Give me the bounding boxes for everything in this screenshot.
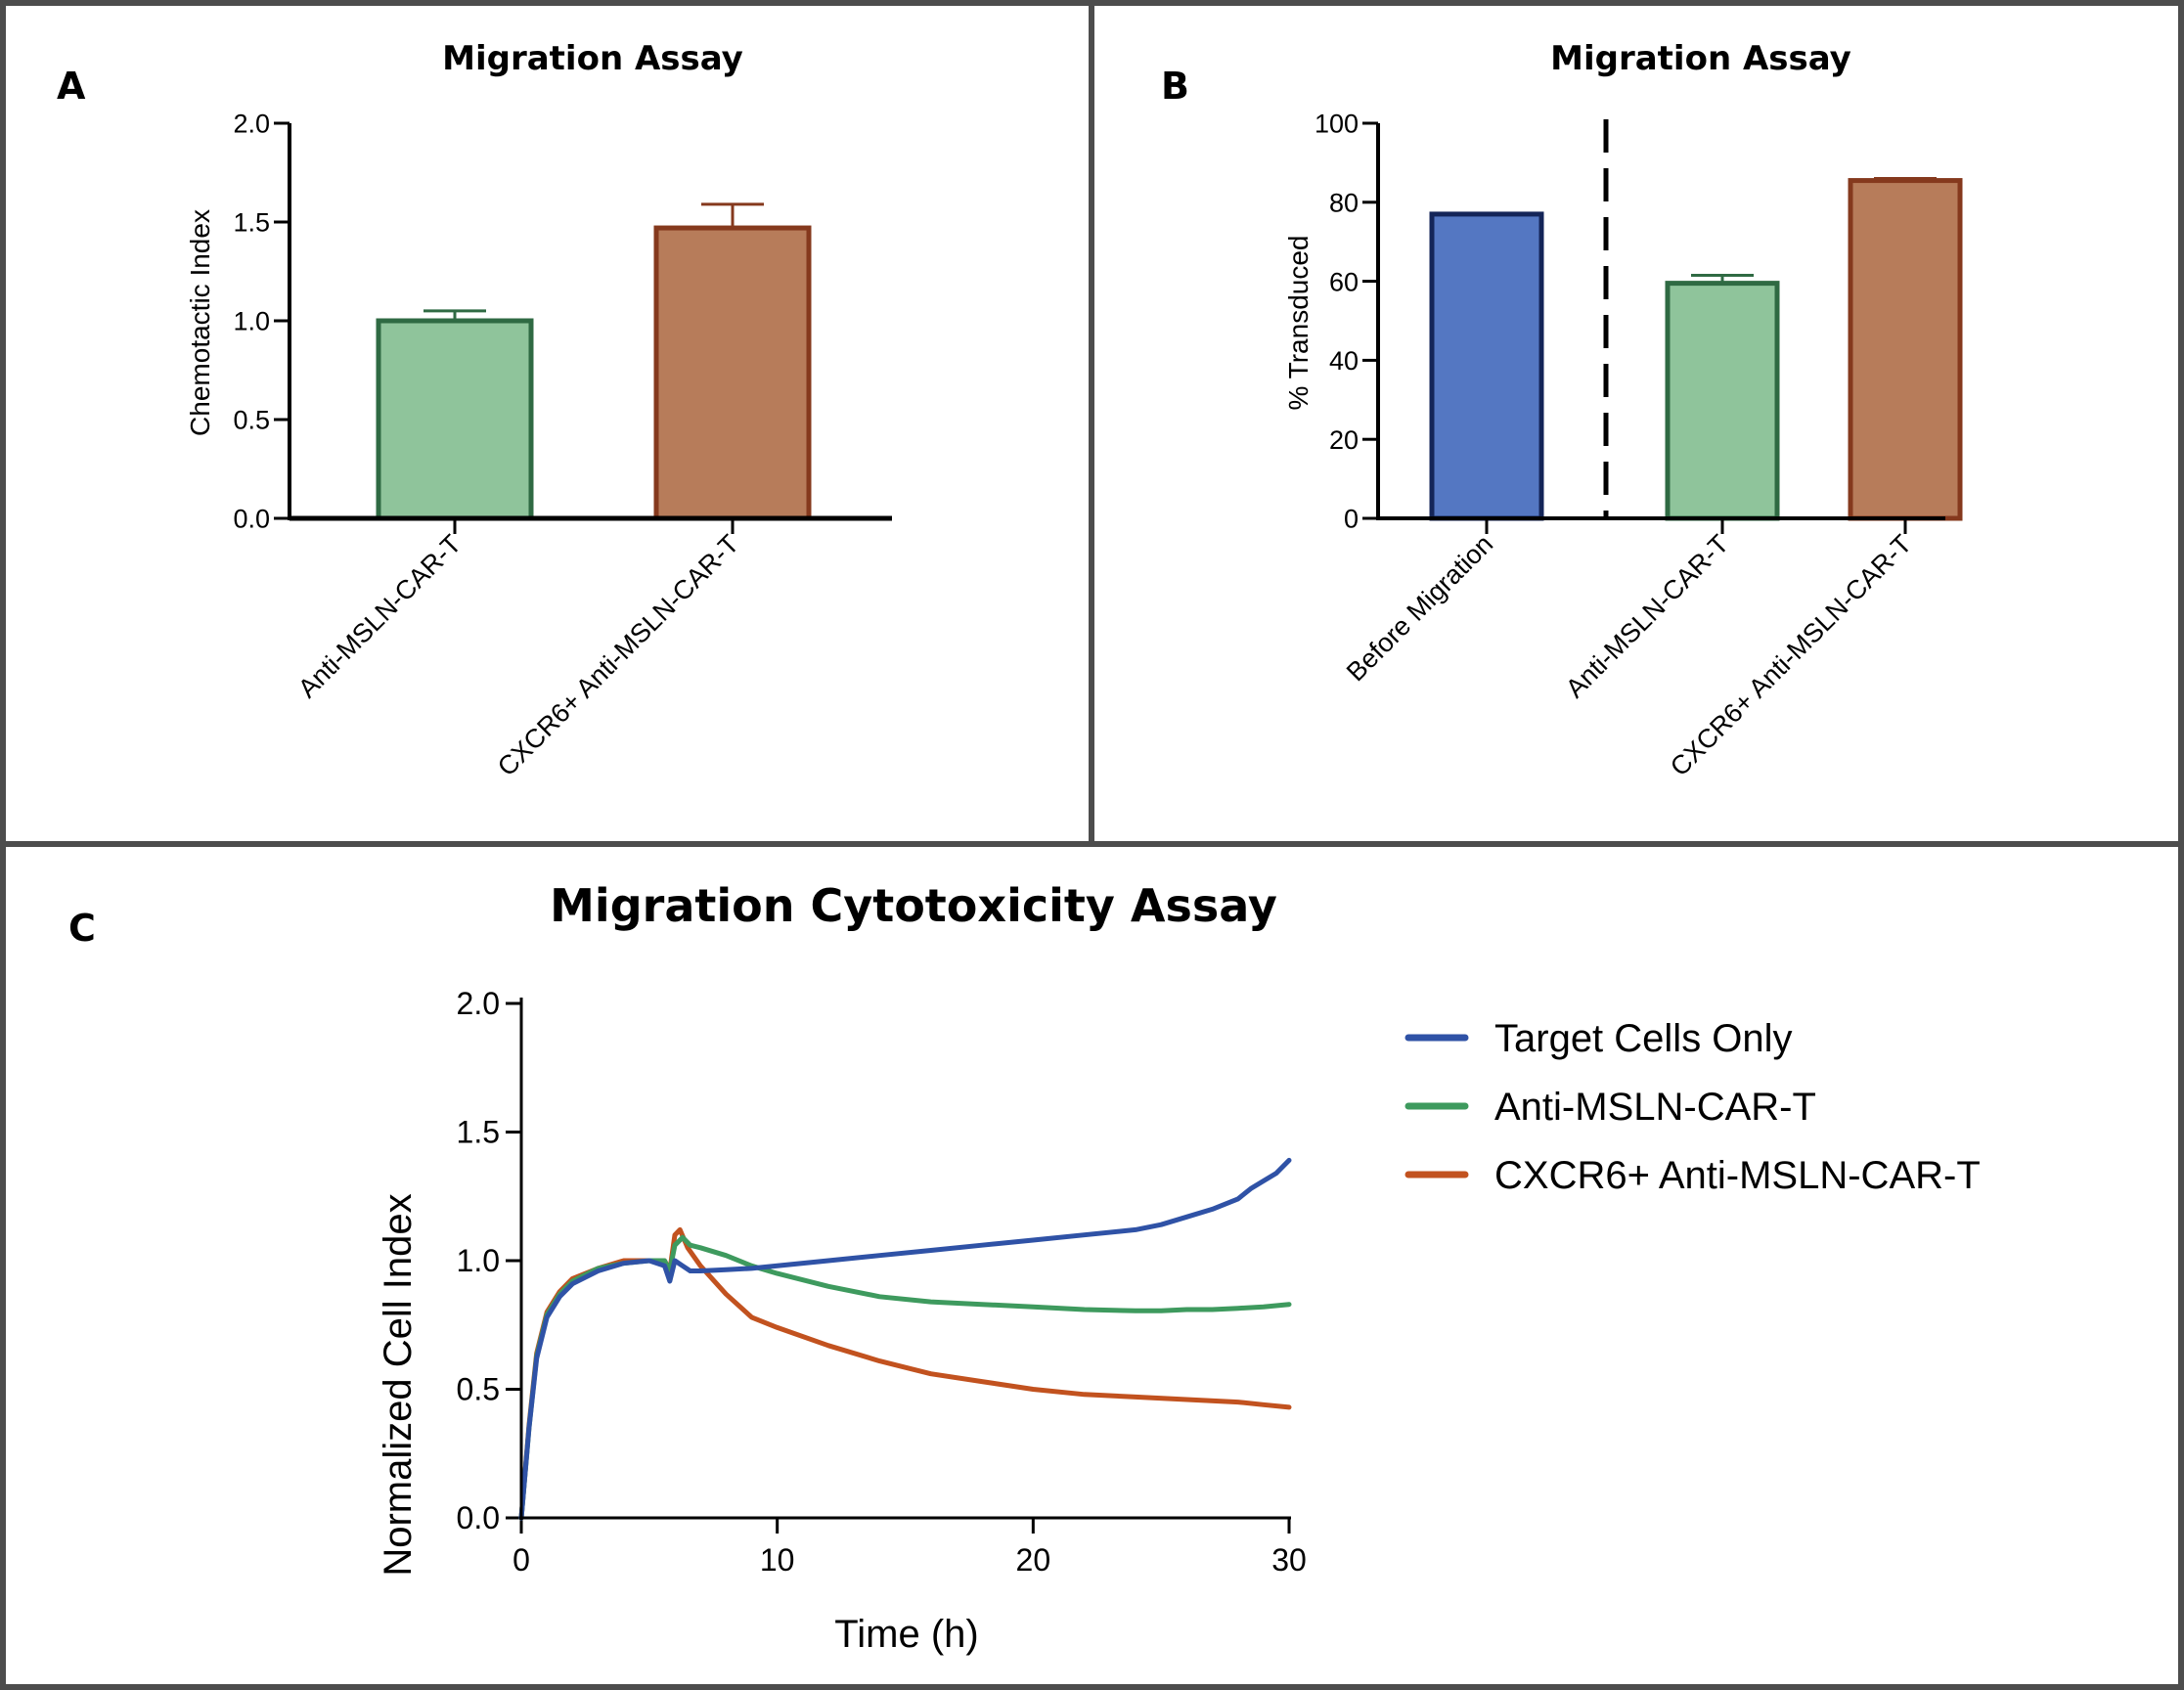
chart-b-bars bbox=[1429, 177, 1963, 521]
x-category-label: Anti-MSLN-CAR-T bbox=[1560, 529, 1734, 703]
y-tick-label: 60 bbox=[1329, 267, 1359, 296]
x-category-label: Before Migration bbox=[1341, 529, 1498, 687]
y-tick-label: 2.0 bbox=[233, 110, 270, 139]
chart-a-ylabel: Chemotactic Index bbox=[185, 209, 215, 436]
chart-b-ylabel: % Transduced bbox=[1283, 236, 1314, 411]
y-tick-label: 0.0 bbox=[233, 505, 270, 534]
chart-c-title: Migration Cytotoxicity Assay bbox=[550, 879, 1277, 932]
chart-c-lines bbox=[518, 1157, 1292, 1521]
series-line-2 bbox=[518, 1234, 1292, 1521]
chart-c-xlabel: Time (h) bbox=[834, 1613, 978, 1656]
x-tick-label: 0 bbox=[513, 1542, 530, 1578]
chart-a-xlabels: Anti-MSLN-CAR-T CXCR6+ Anti-MSLN-CAR-T bbox=[292, 518, 744, 781]
y-tick-label: 40 bbox=[1329, 346, 1359, 376]
chart-a-svg: A Migration Assay Chemotactic Index 0.00… bbox=[57, 39, 892, 781]
y-tick-label: 80 bbox=[1329, 189, 1359, 218]
series-line-3 bbox=[518, 1226, 1292, 1521]
y-tick-label: 100 bbox=[1315, 110, 1359, 139]
legend-label: CXCR6+ Anti-MSLN-CAR-T bbox=[1494, 1154, 1981, 1197]
x-category-label: Anti-MSLN-CAR-T bbox=[292, 529, 467, 703]
chart-a-bars bbox=[376, 202, 812, 521]
panel-letter-b: B bbox=[1161, 65, 1189, 108]
y-tick-label: 0.0 bbox=[457, 1500, 500, 1535]
chart-a-yaxis: 0.0 0.5 1.0 1.5 2.0 bbox=[233, 110, 290, 534]
y-tick-label: 20 bbox=[1329, 425, 1359, 455]
chart-c-yaxis: 0.0 0.5 1.0 1.5 2.0 bbox=[457, 986, 521, 1535]
y-tick-label: 1.0 bbox=[457, 1243, 500, 1278]
chart-c-ylabel: Normalized Cell Index bbox=[377, 1193, 420, 1576]
bar-1 bbox=[1429, 211, 1544, 521]
bar-2 bbox=[653, 225, 812, 521]
bar-2 bbox=[1665, 281, 1780, 521]
chart-c-svg: C Migration Cytotoxicity Assay Normalize… bbox=[68, 879, 1981, 1656]
legend-label: Anti-MSLN-CAR-T bbox=[1494, 1086, 1816, 1129]
y-tick-label: 1.0 bbox=[233, 307, 270, 336]
chart-a-title: Migration Assay bbox=[442, 39, 743, 78]
x-category-label: CXCR6+ Anti-MSLN-CAR-T bbox=[492, 529, 744, 781]
y-tick-label: 0 bbox=[1344, 505, 1359, 534]
chart-c-xaxis: 0 10 20 30 bbox=[513, 1518, 1307, 1578]
panel-c: C Migration Cytotoxicity Assay Normalize… bbox=[0, 841, 2184, 1690]
y-tick-label: 2.0 bbox=[457, 986, 500, 1021]
legend-label: Target Cells Only bbox=[1494, 1017, 1793, 1060]
y-tick-label: 1.5 bbox=[233, 208, 270, 238]
y-tick-label: 0.5 bbox=[457, 1372, 500, 1407]
x-tick-label: 10 bbox=[760, 1542, 795, 1578]
panel-a: A Migration Assay Chemotactic Index 0.0 0… bbox=[0, 0, 1094, 847]
bar-1 bbox=[376, 318, 534, 521]
x-tick-label: 30 bbox=[1271, 1542, 1307, 1578]
chart-b-svg: B Migration Assay % Transduced 0 20 40 60 80… bbox=[1161, 39, 1963, 781]
series-line-1 bbox=[518, 1157, 1292, 1521]
x-tick-label: 20 bbox=[1016, 1542, 1051, 1578]
panel-b: B Migration Assay % Transduced 0 20 40 60 80… bbox=[1089, 0, 2184, 847]
chart-b-title: Migration Assay bbox=[1550, 39, 1851, 78]
chart-b-yaxis: 0 20 40 60 80 100 bbox=[1315, 110, 1378, 534]
panel-letter-a: A bbox=[57, 65, 86, 108]
y-tick-label: 0.5 bbox=[233, 406, 270, 435]
bar-3 bbox=[1848, 178, 1963, 521]
panel-letter-c: C bbox=[68, 907, 96, 950]
y-tick-label: 1.5 bbox=[457, 1115, 500, 1150]
chart-c-legend: Target Cells Only Anti-MSLN-CAR-T CXCR6+ A… bbox=[1404, 1017, 1981, 1197]
